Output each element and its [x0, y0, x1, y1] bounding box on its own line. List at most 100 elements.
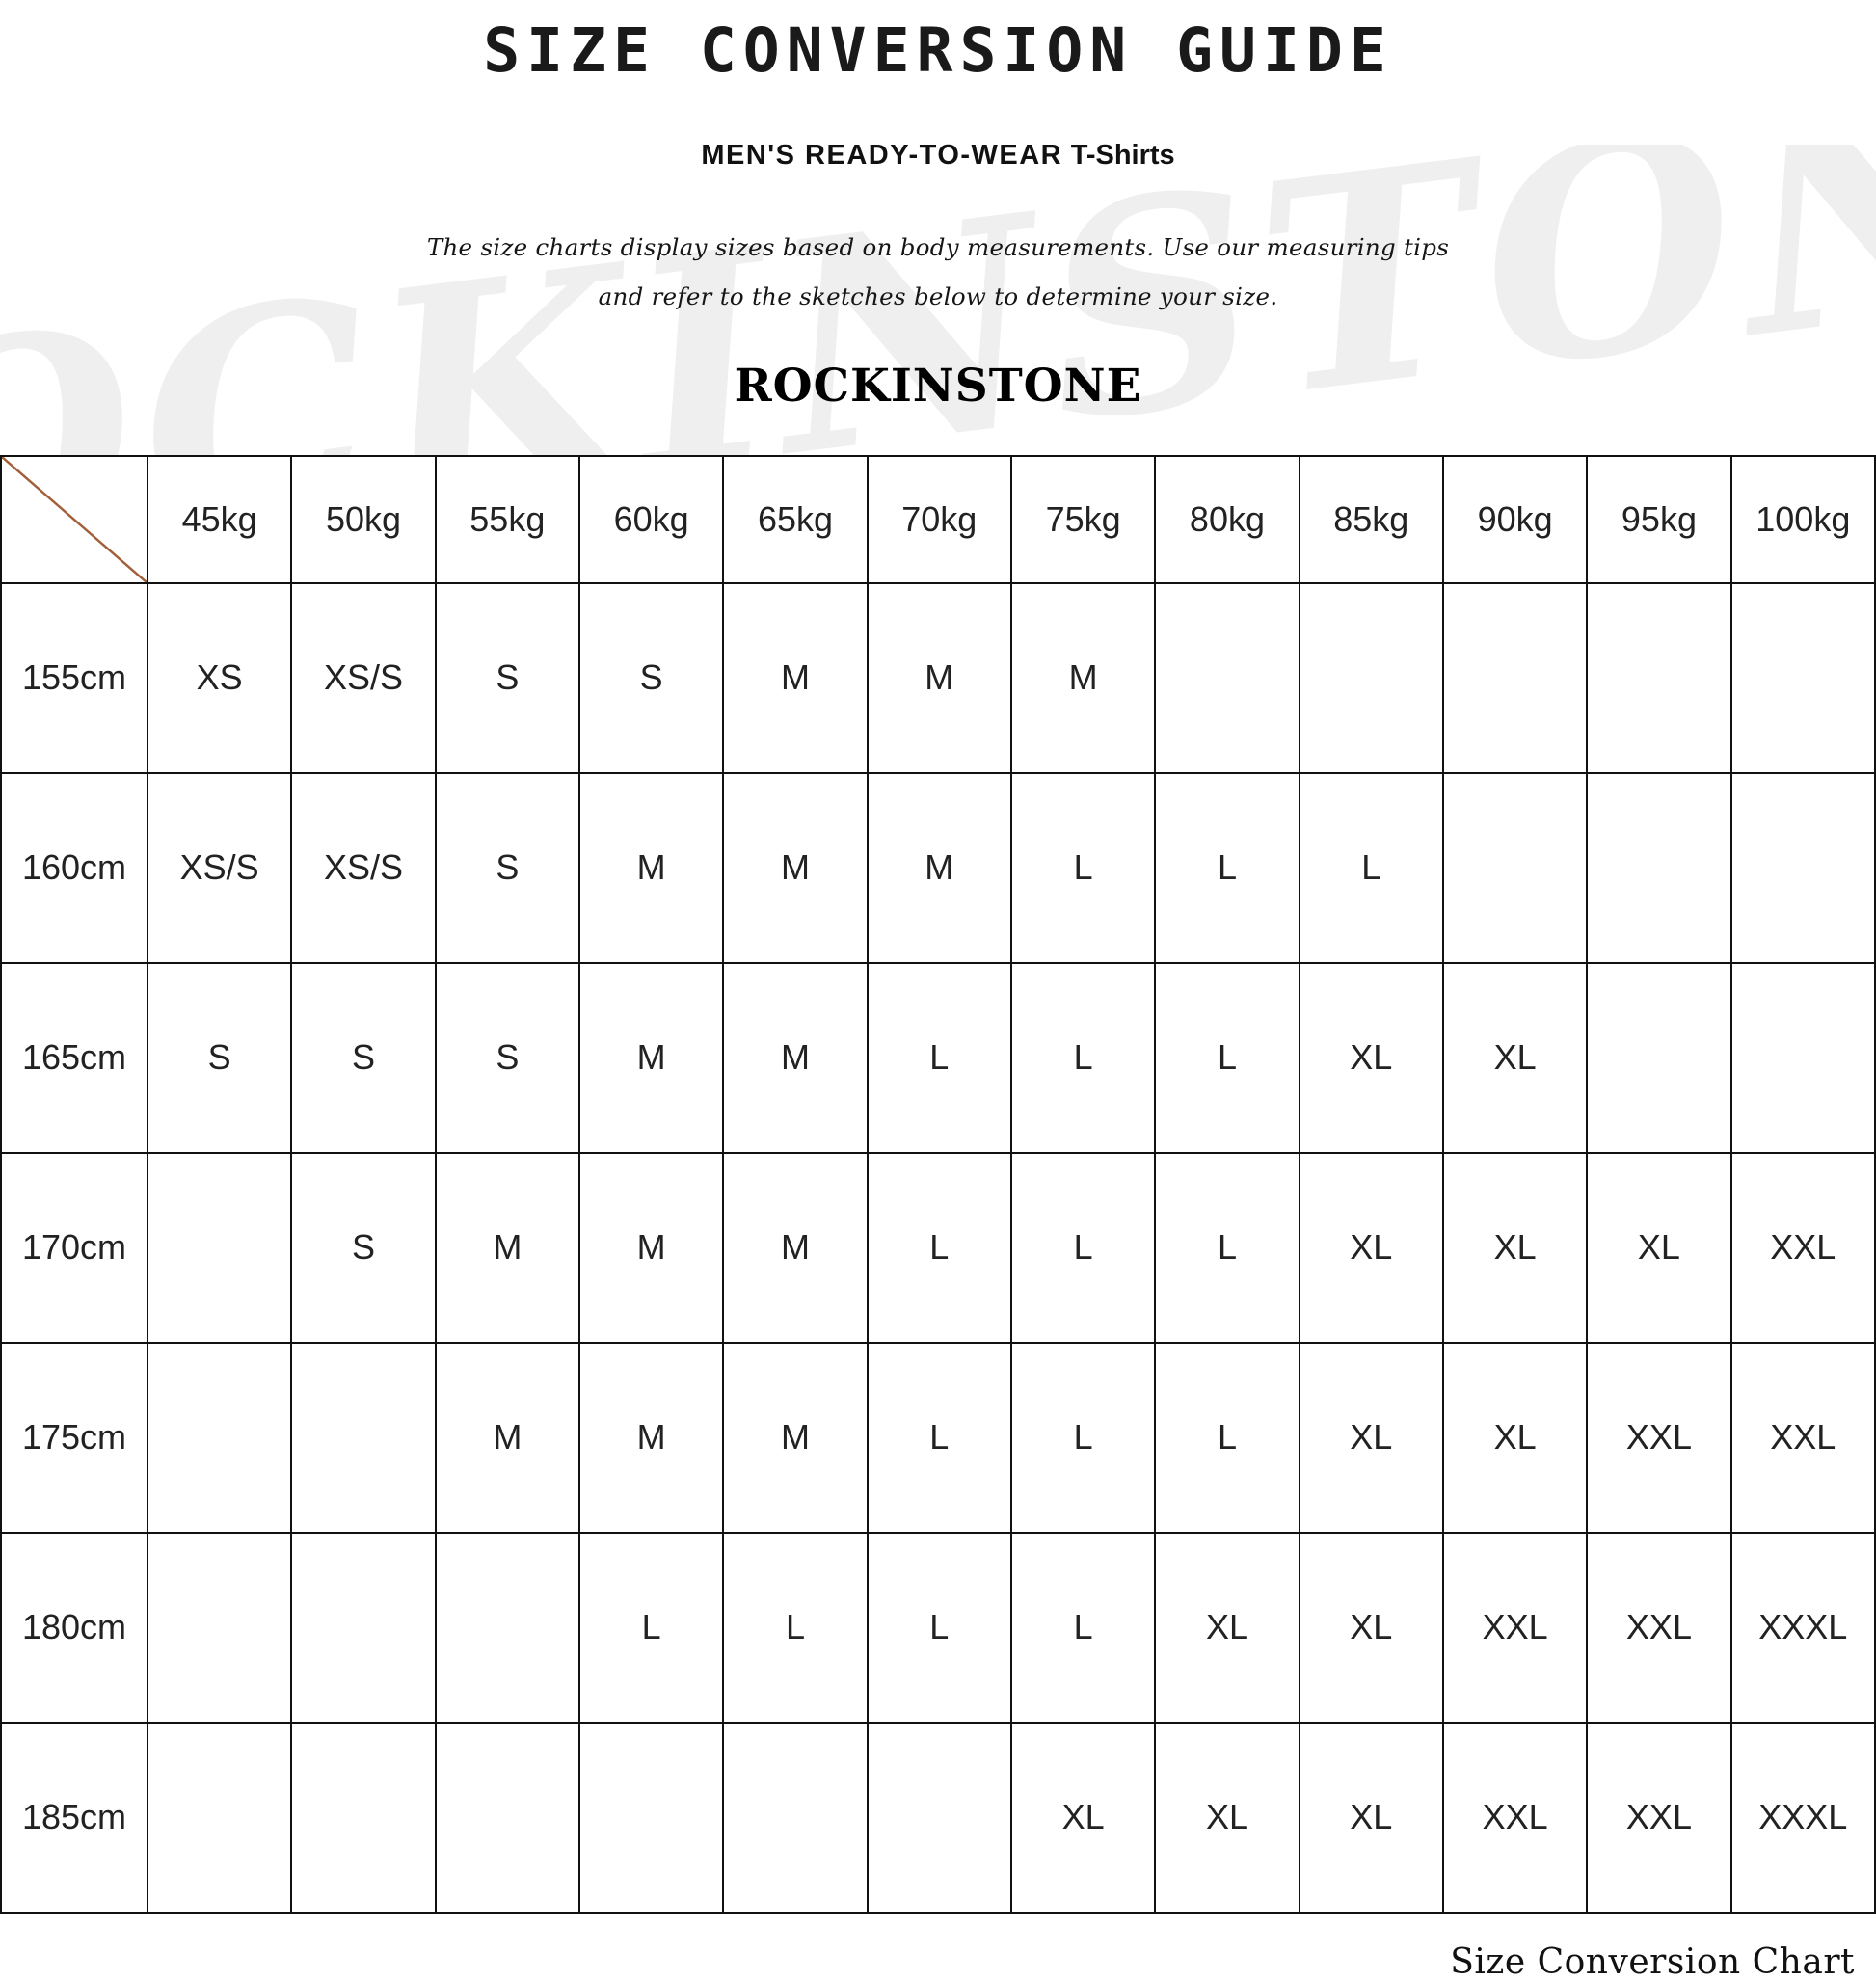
size-cell-empty[interactable]	[1729, 771, 1876, 964]
size-cell[interactable]: XL	[1154, 1721, 1300, 1914]
size-cell-empty[interactable]	[146, 1721, 293, 1914]
size-cell[interactable]: M	[577, 771, 725, 964]
size-cell[interactable]: M	[577, 1151, 725, 1344]
size-cell[interactable]: L	[1009, 1341, 1157, 1534]
size-cell[interactable]: XXXL	[1729, 1721, 1876, 1914]
size-cell[interactable]: L	[1154, 771, 1300, 964]
size-cell-empty[interactable]	[1586, 961, 1732, 1154]
size-cell[interactable]: M	[434, 1341, 580, 1534]
size-cell[interactable]: S	[290, 961, 437, 1154]
size-cell-empty[interactable]	[434, 1721, 580, 1914]
size-cell[interactable]: L	[722, 1531, 869, 1724]
size-cell[interactable]: M	[722, 961, 869, 1154]
size-cell-empty[interactable]	[1586, 771, 1732, 964]
size-cell[interactable]: L	[1009, 1531, 1157, 1724]
row-header-height: 155cm	[0, 581, 148, 774]
size-cell[interactable]: XL	[1009, 1721, 1157, 1914]
size-cell[interactable]: L	[1154, 1151, 1300, 1344]
size-cell[interactable]: M	[434, 1151, 580, 1344]
size-cell-empty[interactable]	[1441, 581, 1589, 774]
size-cell[interactable]: L	[577, 1531, 725, 1724]
row-header-height: 185cm	[0, 1721, 148, 1914]
size-cell[interactable]: XL	[1441, 961, 1589, 1154]
table-body: 45kg 50kg 55kg 60kg 65kg 70kg 75kg 80kg 85kg 90kg…	[0, 454, 1876, 1914]
size-cell-empty[interactable]	[1441, 771, 1589, 964]
size-cell[interactable]: L	[866, 1151, 1012, 1344]
size-cell[interactable]: L	[1154, 1341, 1300, 1534]
table-row: 175cm M M M L L L XL XL XXL XXL	[0, 1341, 1876, 1534]
size-cell[interactable]: XXL	[1441, 1721, 1589, 1914]
size-cell[interactable]: L	[1298, 771, 1444, 964]
size-cell[interactable]: L	[866, 1341, 1012, 1534]
size-cell[interactable]: XXL	[1441, 1531, 1589, 1724]
column-header-weight: 45kg	[146, 454, 293, 584]
brand-name: ROCKINSTONE	[734, 359, 1142, 413]
size-cell[interactable]: XL	[1441, 1341, 1589, 1534]
column-header-weight: 60kg	[577, 454, 725, 584]
instructions-text: The size charts display sizes based on b…	[426, 233, 1450, 310]
subtitle-item: T-Shirts	[1070, 140, 1175, 172]
size-cell[interactable]: XS	[146, 581, 293, 774]
size-cell[interactable]: XL	[1298, 1151, 1444, 1344]
row-header-height: 160cm	[0, 771, 148, 964]
size-cell-empty[interactable]	[290, 1341, 437, 1534]
size-cell[interactable]: XXL	[1729, 1341, 1876, 1534]
size-cell[interactable]: S	[434, 771, 580, 964]
table-row: 170cm S M M M L L L XL XL XL XXL	[0, 1151, 1876, 1344]
size-cell-empty[interactable]	[434, 1531, 580, 1724]
size-cell[interactable]: XS/S	[290, 771, 437, 964]
size-cell[interactable]: XXL	[1586, 1341, 1732, 1534]
size-cell[interactable]: M	[866, 771, 1012, 964]
size-cell[interactable]: XL	[1298, 1341, 1444, 1534]
size-cell[interactable]: L	[1009, 771, 1157, 964]
size-cell[interactable]: XS/S	[290, 581, 437, 774]
size-cell[interactable]: M	[577, 961, 725, 1154]
page-title: SIZE CONVERSION GUIDE	[483, 15, 1393, 86]
size-cell[interactable]: XXL	[1729, 1151, 1876, 1344]
size-cell[interactable]: L	[1009, 961, 1157, 1154]
size-cell-empty[interactable]	[1729, 581, 1876, 774]
size-cell[interactable]: L	[866, 1531, 1012, 1724]
size-cell-empty[interactable]	[1154, 581, 1300, 774]
size-cell-empty[interactable]	[146, 1151, 293, 1344]
size-cell[interactable]: XXL	[1586, 1531, 1732, 1724]
size-cell[interactable]: XXXL	[1729, 1531, 1876, 1724]
size-cell[interactable]: XS/S	[146, 771, 293, 964]
size-cell[interactable]: S	[146, 961, 293, 1154]
size-cell[interactable]: M	[722, 771, 869, 964]
size-cell-empty[interactable]	[1586, 581, 1732, 774]
size-cell-empty[interactable]	[146, 1531, 293, 1724]
size-cell[interactable]: S	[290, 1151, 437, 1344]
size-cell[interactable]: XL	[1298, 961, 1444, 1154]
size-cell[interactable]: L	[1009, 1151, 1157, 1344]
size-cell-empty[interactable]	[577, 1721, 725, 1914]
size-cell[interactable]: S	[434, 581, 580, 774]
column-header-weight: 50kg	[290, 454, 437, 584]
size-cell[interactable]: XXL	[1586, 1721, 1732, 1914]
size-cell-empty[interactable]	[866, 1721, 1012, 1914]
size-cell[interactable]: XL	[1154, 1531, 1300, 1724]
size-cell-empty[interactable]	[1729, 961, 1876, 1154]
size-cell-empty[interactable]	[290, 1531, 437, 1724]
size-cell-empty[interactable]	[722, 1721, 869, 1914]
column-header-weight: 65kg	[722, 454, 869, 584]
size-cell-empty[interactable]	[146, 1341, 293, 1534]
size-cell[interactable]: L	[1154, 961, 1300, 1154]
size-cell[interactable]: XL	[1298, 1721, 1444, 1914]
size-cell[interactable]: S	[434, 961, 580, 1154]
size-cell-empty[interactable]	[290, 1721, 437, 1914]
size-cell[interactable]: S	[577, 581, 725, 774]
size-cell[interactable]: M	[866, 581, 1012, 774]
size-cell[interactable]: M	[1009, 581, 1157, 774]
size-cell[interactable]: XL	[1298, 1531, 1444, 1724]
size-cell[interactable]: M	[722, 1151, 869, 1344]
size-cell-empty[interactable]	[1298, 581, 1444, 774]
subtitle-line: MEN'S READY-TO-WEAR T-Shirts	[0, 140, 1876, 172]
size-cell[interactable]: XL	[1586, 1151, 1732, 1344]
size-cell[interactable]: XL	[1441, 1151, 1589, 1344]
size-cell[interactable]: M	[722, 581, 869, 774]
size-cell[interactable]: M	[722, 1341, 869, 1534]
size-cell[interactable]: L	[866, 961, 1012, 1154]
size-cell[interactable]: M	[577, 1341, 725, 1534]
